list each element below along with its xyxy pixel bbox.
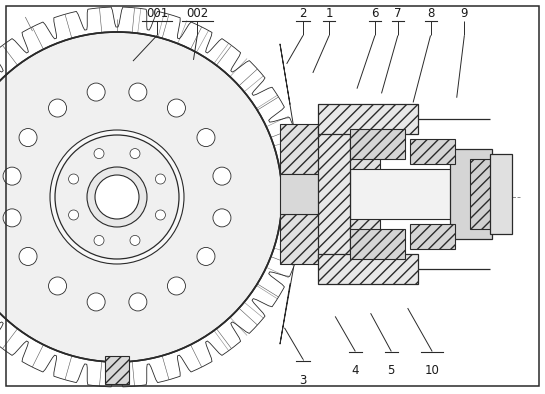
- Bar: [350, 229, 405, 259]
- Circle shape: [129, 83, 147, 101]
- Bar: [350, 169, 480, 219]
- Bar: [318, 104, 418, 134]
- Bar: [410, 139, 455, 164]
- Bar: [470, 159, 498, 229]
- Circle shape: [49, 277, 66, 295]
- Text: 10: 10: [425, 364, 440, 377]
- Circle shape: [155, 210, 166, 220]
- Text: 5: 5: [387, 364, 395, 377]
- Circle shape: [19, 247, 37, 266]
- Text: 4: 4: [352, 364, 359, 377]
- Circle shape: [167, 277, 185, 295]
- Text: 8: 8: [427, 7, 434, 20]
- Circle shape: [130, 149, 140, 158]
- Text: 2: 2: [299, 7, 307, 20]
- Bar: [318, 129, 350, 259]
- Text: 002: 002: [186, 7, 208, 20]
- Circle shape: [69, 210, 78, 220]
- Circle shape: [167, 99, 185, 117]
- Bar: [105, 356, 129, 384]
- Circle shape: [3, 209, 21, 227]
- Circle shape: [130, 236, 140, 245]
- Text: 3: 3: [299, 374, 307, 387]
- Circle shape: [197, 128, 215, 147]
- Bar: [280, 214, 380, 264]
- Circle shape: [87, 83, 105, 101]
- Bar: [318, 254, 418, 284]
- Text: 001: 001: [146, 7, 168, 20]
- Circle shape: [87, 293, 105, 311]
- Circle shape: [129, 293, 147, 311]
- Circle shape: [155, 174, 166, 184]
- Bar: [450, 149, 492, 239]
- Circle shape: [213, 209, 231, 227]
- Bar: [490, 154, 512, 234]
- Circle shape: [94, 236, 104, 245]
- Circle shape: [87, 167, 147, 227]
- Circle shape: [197, 247, 215, 266]
- Circle shape: [95, 175, 139, 219]
- Bar: [280, 174, 325, 214]
- Bar: [350, 129, 405, 159]
- Circle shape: [69, 174, 78, 184]
- Bar: [320, 134, 350, 259]
- Circle shape: [94, 149, 104, 158]
- Bar: [280, 124, 380, 174]
- Circle shape: [49, 99, 66, 117]
- Bar: [410, 224, 455, 249]
- Text: 7: 7: [394, 7, 402, 20]
- Circle shape: [213, 167, 231, 185]
- Text: 1: 1: [325, 7, 333, 20]
- Text: 9: 9: [461, 7, 468, 20]
- Circle shape: [0, 32, 282, 362]
- Text: 6: 6: [371, 7, 379, 20]
- Circle shape: [55, 135, 179, 259]
- Circle shape: [19, 128, 37, 147]
- Circle shape: [3, 167, 21, 185]
- Circle shape: [50, 130, 184, 264]
